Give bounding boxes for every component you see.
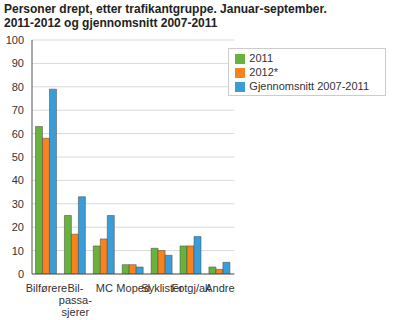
svg-text:20: 20 [12, 221, 24, 233]
svg-text:Bil-passa-sjerer: Bil-passa-sjerer [59, 282, 92, 318]
svg-text:50: 50 [12, 151, 24, 163]
html-text:2011: 2011 [249, 52, 273, 64]
html-text:Personer drept, etter trafikan: Personer drept, etter trafikantgruppe. J… [4, 2, 327, 30]
svg-text:80: 80 [12, 81, 24, 93]
svg-text:Andre: Andre [205, 282, 234, 294]
svg-text:Fotgj/ak: Fotgj/ak [171, 282, 211, 294]
svg-text:MC: MC [96, 282, 113, 294]
svg-text:70: 70 [12, 104, 24, 116]
svg-text:30: 30 [12, 198, 24, 210]
svg-text:Bilførere: Bilførere [26, 282, 68, 294]
svg-text:90: 90 [12, 57, 24, 69]
svg-text:Moped: Moped [116, 282, 150, 294]
html-text:Gjennomsnitt 2007-2011: Gjennomsnitt 2007-2011 [249, 80, 369, 92]
svg-text:10: 10 [12, 245, 24, 257]
svg-text:Syklister: Syklister [141, 282, 183, 294]
svg-text:0: 0 [18, 268, 24, 280]
html-text:2012*: 2012* [249, 66, 279, 78]
svg-text:40: 40 [12, 174, 24, 186]
svg-text:100: 100 [8, 34, 24, 46]
svg-text:60: 60 [12, 128, 24, 140]
